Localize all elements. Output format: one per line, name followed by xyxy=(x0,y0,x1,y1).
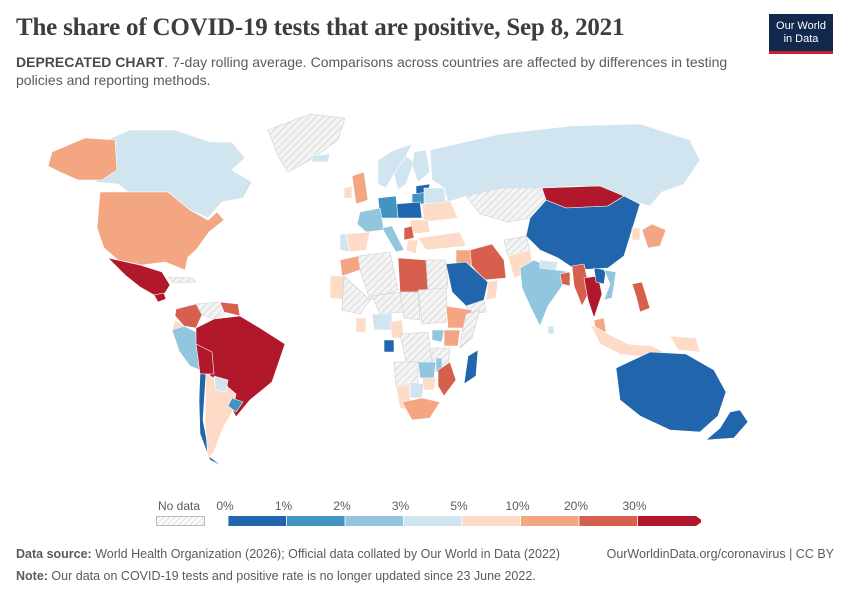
country-alaska[interactable]: Alaska xyxy=(47,137,118,181)
country-iceland[interactable]: Iceland xyxy=(311,153,331,163)
country-somalia[interactable]: Somalia xyxy=(459,309,481,349)
country-belarus[interactable]: Belarus xyxy=(423,187,447,205)
country-vietnam[interactable]: Vietnam xyxy=(603,269,617,301)
source-line: Data source: World Health Organization (… xyxy=(16,547,834,561)
country-uruguay[interactable]: Uruguay xyxy=(227,397,244,413)
country-guatemala[interactable]: Guatemala xyxy=(153,292,167,303)
logo-line-2: in Data xyxy=(783,32,819,45)
note-text: Our data on COVID-19 tests and positive … xyxy=(47,569,536,583)
country-chad[interactable]: Chad xyxy=(399,291,421,321)
country-china[interactable]: China xyxy=(525,195,641,271)
country-uganda[interactable]: Uganda xyxy=(431,329,445,343)
legend-no-data-label: No data xyxy=(158,499,201,513)
legend-bin-4[interactable] xyxy=(462,516,521,526)
legend-bin-6[interactable] xyxy=(579,516,638,526)
country-guyana[interactable]: Guyana xyxy=(219,301,241,317)
country-canada[interactable]: Canada xyxy=(94,129,253,219)
country-paraguay[interactable]: Paraguay xyxy=(213,375,229,393)
country-oman[interactable]: Oman xyxy=(485,279,499,301)
legend-tick-label: 2% xyxy=(333,499,351,513)
legend-bin-2[interactable] xyxy=(345,516,404,526)
country-ireland[interactable]: Ireland xyxy=(343,185,353,199)
country-south-africa[interactable]: South Africa xyxy=(401,397,441,421)
chart-subtitle: DEPRECATED CHART. 7-day rolling average.… xyxy=(16,53,736,89)
country-zambia[interactable]: Zambia xyxy=(417,361,437,379)
country-bangladesh[interactable]: Bangladesh xyxy=(559,271,571,287)
country-botswana[interactable]: Botswana xyxy=(409,381,425,399)
country-south-korea[interactable]: South Korea xyxy=(631,227,641,241)
legend-tick-label: 20% xyxy=(563,499,589,513)
legend-tick-label: 5% xyxy=(450,499,468,513)
country-sudan[interactable]: Sudan xyxy=(417,287,449,325)
chart-title: The share of COVID-19 tests that are pos… xyxy=(16,14,625,41)
legend-tick-label: 0% xyxy=(216,499,234,513)
country-greenland[interactable]: Greenland xyxy=(267,113,346,173)
legend-bin-3[interactable] xyxy=(403,516,463,526)
country-ghana[interactable]: Ghana xyxy=(355,317,367,333)
country-egypt[interactable]: Egypt xyxy=(425,259,449,293)
legend-tick-label: 10% xyxy=(505,499,530,513)
country-madagascar[interactable]: Madagascar xyxy=(463,349,479,385)
country-mozambique[interactable]: Mozambique xyxy=(437,361,457,397)
country-sweden[interactable]: Sweden xyxy=(393,155,415,191)
logo-line-1: Our World xyxy=(776,19,826,32)
owid-logo[interactable]: Our World in Data xyxy=(769,14,833,54)
note-line: Note: Our data on COVID-19 tests and pos… xyxy=(16,569,834,583)
country-india[interactable]: India xyxy=(519,259,571,327)
note-label: Note: xyxy=(16,569,48,583)
country-greece[interactable]: Greece xyxy=(405,239,419,255)
legend-no-data-swatch[interactable] xyxy=(156,516,205,526)
country-mali[interactable]: Mali xyxy=(341,275,371,315)
country-new-zealand[interactable]: New Zealand xyxy=(705,409,749,441)
country-nepal[interactable]: Nepal xyxy=(539,259,559,271)
country-morocco[interactable]: Morocco xyxy=(339,255,361,277)
country-serbia[interactable]: Serbia xyxy=(403,225,415,241)
country-sri-lanka[interactable]: Sri Lanka xyxy=(547,325,555,335)
country-venezuela[interactable]: Venezuela xyxy=(195,301,228,320)
source-label: Data source: xyxy=(16,547,92,561)
country-philippines[interactable]: Philippines xyxy=(631,281,651,313)
source-text: World Health Organization (2026); Offici… xyxy=(91,547,561,561)
country-niger[interactable]: Niger xyxy=(371,291,405,315)
legend-bin-1[interactable] xyxy=(286,516,346,526)
legend-tick-label: 3% xyxy=(391,499,410,513)
legend-bin-0[interactable] xyxy=(228,516,287,526)
country-italy[interactable]: Italy xyxy=(381,225,405,253)
world-map: CanadaUnited States Alaska Greenland Mexico… xyxy=(47,113,749,467)
country-laos[interactable]: Laos xyxy=(593,267,607,285)
country-portugal[interactable]: Portugal xyxy=(339,233,351,253)
country-australia[interactable]: Australia xyxy=(615,351,727,433)
country-nigeria[interactable]: Nigeria xyxy=(371,313,393,331)
country-papua-new-guinea[interactable]: Papua New Guinea xyxy=(669,335,701,353)
country-mexico[interactable]: Mexico xyxy=(107,257,171,296)
map-legend: No data 0% 1% 2% 3% 5% 10% 20% 30% xyxy=(0,496,850,536)
country-united-states[interactable]: United States xyxy=(96,191,225,271)
legend-bin-5[interactable] xyxy=(520,516,580,526)
country-indonesia[interactable]: Indonesia xyxy=(589,323,665,359)
country-turkey[interactable]: Turkey xyxy=(417,231,467,251)
legend-color-scale xyxy=(227,516,702,526)
deprecated-label: DEPRECATED CHART xyxy=(16,54,165,70)
country-algeria[interactable]: Algeria xyxy=(357,251,399,301)
legend-tick-label: 1% xyxy=(274,499,293,513)
legend-tick-label: 30% xyxy=(622,499,647,513)
country-myanmar[interactable]: Myanmar xyxy=(571,263,591,307)
country-libya[interactable]: Libya xyxy=(397,257,429,293)
country-poland[interactable]: Poland xyxy=(395,201,423,219)
country-japan[interactable]: Japan xyxy=(641,223,667,249)
country-kenya[interactable]: Kenya xyxy=(443,329,461,347)
country-bolivia[interactable]: Bolivia xyxy=(195,343,215,375)
country-finland[interactable]: Finland xyxy=(411,149,431,183)
country-united-kingdom[interactable]: United Kingdom xyxy=(351,171,369,205)
owid-link[interactable]: OurWorldinData.org/coronavirus | CC BY xyxy=(606,547,834,561)
legend-bin-7[interactable] xyxy=(637,516,702,526)
country-france[interactable]: France xyxy=(356,207,385,233)
country-gabon[interactable]: Gabon xyxy=(383,339,395,353)
country-cuba[interactable]: Cuba xyxy=(167,276,197,284)
subtitle-text: . 7-day rolling average. Comparisons acr… xyxy=(16,54,728,88)
country-chile[interactable]: Chile xyxy=(198,373,223,467)
country-dr-congo[interactable]: DR Congo xyxy=(399,331,433,363)
